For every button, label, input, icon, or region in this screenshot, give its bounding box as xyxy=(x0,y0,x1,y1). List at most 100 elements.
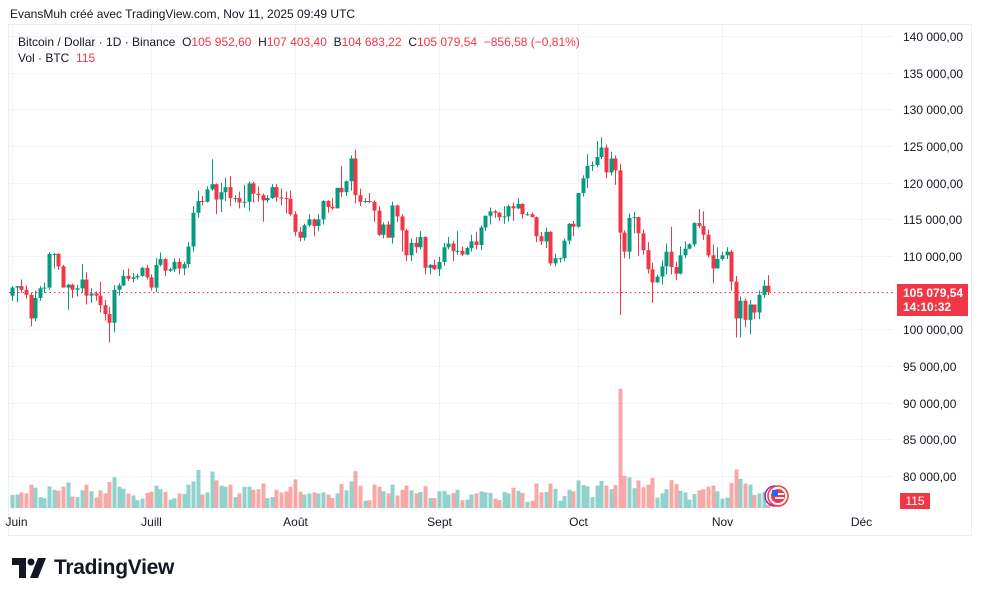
candle[interactable] xyxy=(423,236,428,275)
candle[interactable] xyxy=(372,200,377,222)
candle[interactable] xyxy=(711,244,716,284)
candle[interactable] xyxy=(706,229,711,258)
candle[interactable] xyxy=(585,154,590,188)
candle[interactable] xyxy=(544,227,549,248)
candle[interactable] xyxy=(738,296,743,338)
candle[interactable] xyxy=(377,206,382,237)
candle[interactable] xyxy=(595,140,600,168)
candle[interactable] xyxy=(196,190,201,218)
candle[interactable] xyxy=(358,188,363,207)
candle[interactable] xyxy=(395,204,400,223)
candle[interactable] xyxy=(205,186,210,203)
candle[interactable] xyxy=(56,253,61,270)
candle[interactable] xyxy=(242,184,247,208)
candle[interactable] xyxy=(655,274,660,283)
candle[interactable] xyxy=(465,246,470,256)
candle[interactable] xyxy=(349,155,354,191)
candle[interactable] xyxy=(19,279,24,293)
candle[interactable] xyxy=(558,257,563,263)
candle[interactable] xyxy=(697,209,702,229)
candle[interactable] xyxy=(525,212,530,216)
candle[interactable] xyxy=(75,284,80,297)
candle[interactable] xyxy=(353,149,358,204)
candle[interactable] xyxy=(660,260,665,285)
candle[interactable] xyxy=(42,282,47,293)
candle[interactable] xyxy=(98,281,103,313)
candle[interactable] xyxy=(502,206,507,224)
candle[interactable] xyxy=(293,211,298,237)
candle[interactable] xyxy=(483,215,488,232)
candle[interactable] xyxy=(539,231,544,246)
candle[interactable] xyxy=(47,252,52,290)
candle[interactable] xyxy=(725,247,730,259)
candle[interactable] xyxy=(112,285,117,333)
candle[interactable] xyxy=(247,181,252,212)
candle[interactable] xyxy=(38,286,43,301)
candle[interactable] xyxy=(390,201,395,244)
candle[interactable] xyxy=(256,186,261,202)
candle[interactable] xyxy=(149,274,154,291)
candle[interactable] xyxy=(622,230,627,259)
candle[interactable] xyxy=(613,155,618,185)
candle[interactable] xyxy=(734,275,739,338)
candle[interactable] xyxy=(409,238,414,262)
candle[interactable] xyxy=(270,184,275,199)
candle[interactable] xyxy=(135,273,140,280)
candle[interactable] xyxy=(548,231,553,266)
candle[interactable] xyxy=(117,283,122,296)
candle[interactable] xyxy=(511,202,516,221)
candle[interactable] xyxy=(94,291,99,301)
candle[interactable] xyxy=(604,144,609,179)
candle[interactable] xyxy=(590,161,595,171)
candle[interactable] xyxy=(274,184,279,202)
candle[interactable] xyxy=(89,288,94,303)
candle[interactable] xyxy=(200,195,205,206)
candle[interactable] xyxy=(279,188,284,206)
candle[interactable] xyxy=(488,207,493,225)
candle[interactable] xyxy=(33,290,38,322)
candle[interactable] xyxy=(581,175,586,197)
candle[interactable] xyxy=(210,159,215,191)
tradingview-logo[interactable]: TradingView xyxy=(12,556,174,580)
candle[interactable] xyxy=(506,204,511,222)
candle[interactable] xyxy=(140,267,145,277)
candle[interactable] xyxy=(284,191,289,214)
candle[interactable] xyxy=(428,264,433,275)
candle[interactable] xyxy=(84,272,89,305)
candle[interactable] xyxy=(316,214,321,232)
candle[interactable] xyxy=(186,242,191,268)
candle[interactable] xyxy=(743,298,748,328)
candle[interactable] xyxy=(223,177,228,202)
candle[interactable] xyxy=(599,137,604,160)
symbol-title[interactable]: Bitcoin / Dollar · 1D · Binance xyxy=(18,35,176,49)
candle[interactable] xyxy=(330,198,335,210)
candle[interactable] xyxy=(520,203,525,219)
candle[interactable] xyxy=(344,180,349,196)
candle[interactable] xyxy=(154,258,159,292)
volume-label[interactable]: Vol · BTC xyxy=(18,51,70,65)
candle[interactable] xyxy=(534,216,539,243)
candle[interactable] xyxy=(414,236,419,254)
candle[interactable] xyxy=(219,182,224,213)
candle[interactable] xyxy=(126,268,131,281)
candle[interactable] xyxy=(641,229,646,255)
candle[interactable] xyxy=(664,243,669,275)
candle[interactable] xyxy=(404,228,409,262)
candle[interactable] xyxy=(233,195,238,203)
candle[interactable] xyxy=(367,192,372,204)
candle[interactable] xyxy=(10,286,15,301)
candle[interactable] xyxy=(400,214,405,252)
candle[interactable] xyxy=(516,198,521,210)
candle[interactable] xyxy=(469,234,474,252)
candle[interactable] xyxy=(121,269,126,287)
candle[interactable] xyxy=(103,300,108,321)
candle[interactable] xyxy=(302,223,307,241)
candle[interactable] xyxy=(182,261,187,276)
candle[interactable] xyxy=(757,290,762,320)
candle[interactable] xyxy=(678,246,683,275)
candle[interactable] xyxy=(632,212,637,234)
candle[interactable] xyxy=(191,206,196,252)
candle[interactable] xyxy=(381,222,386,239)
candle[interactable] xyxy=(636,216,641,257)
